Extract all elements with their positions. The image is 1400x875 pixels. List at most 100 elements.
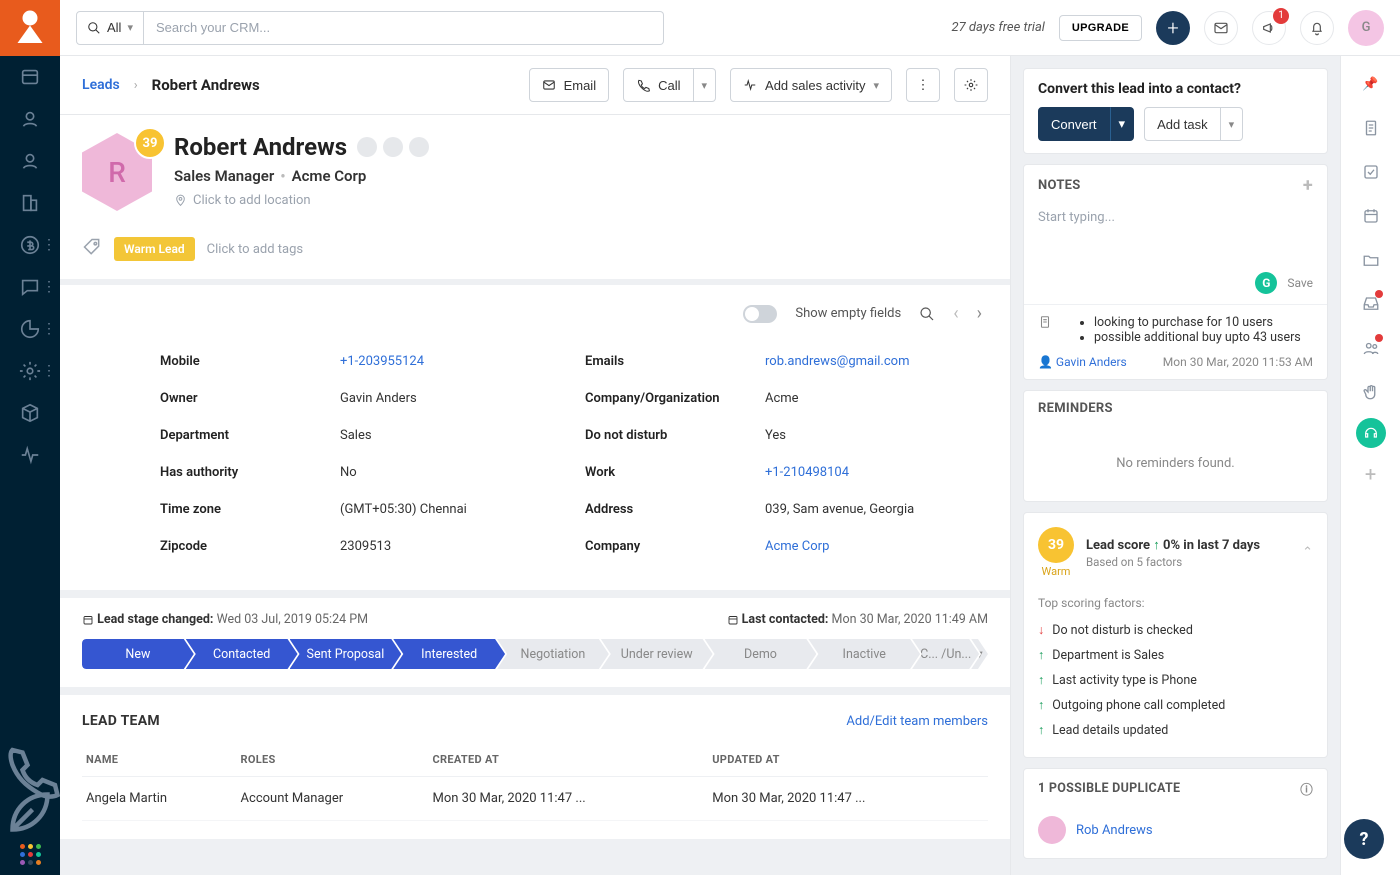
mail-icon[interactable] xyxy=(1204,11,1238,45)
bell-icon[interactable] xyxy=(1300,11,1334,45)
app-logo[interactable] xyxy=(0,0,60,56)
duplicate-name[interactable]: Rob Andrews xyxy=(1076,823,1153,838)
add-task-button[interactable]: Add task xyxy=(1144,107,1221,141)
score-factor: ↑ Lead details updated xyxy=(1038,718,1313,743)
reminders-empty: No reminders found. xyxy=(1024,426,1327,501)
add-activity-button[interactable]: Add sales activity▾ xyxy=(730,68,892,102)
upgrade-button[interactable]: UPGRADE xyxy=(1059,15,1142,41)
nav-deals-icon[interactable]: ⋮ xyxy=(0,224,60,266)
center-column: Leads › Robert Andrews Email Call▾ Add s… xyxy=(60,56,1010,875)
stage-cun[interactable]: C... /Un... xyxy=(912,639,979,669)
collapse-icon[interactable]: ⌃ xyxy=(1302,545,1313,560)
nav-leads-icon[interactable] xyxy=(0,140,60,182)
add-note-icon[interactable]: + xyxy=(1303,175,1313,196)
search-input[interactable] xyxy=(144,11,664,45)
nav-apps-icon[interactable] xyxy=(0,833,60,875)
stage-underreview[interactable]: Under review xyxy=(601,639,713,669)
duplicate-avatar xyxy=(1038,816,1066,844)
location-icon xyxy=(174,194,187,207)
duplicate-title: 1 POSSIBLE DUPLICATE xyxy=(1038,781,1180,796)
settings-button[interactable] xyxy=(954,68,988,102)
score-factor: ↑ Outgoing phone call completed xyxy=(1038,693,1313,718)
add-team-link[interactable]: Add/Edit team members xyxy=(846,714,988,729)
lead-subtitle: Sales Manager•Acme Corp xyxy=(174,167,429,185)
stage-pipeline: NewContactedSent ProposalInterestedNegot… xyxy=(82,639,988,669)
table-header: ROLES xyxy=(237,743,429,777)
convert-button[interactable]: Convert xyxy=(1038,107,1110,141)
table-header: CREATED AT xyxy=(429,743,709,777)
details-grid: Mobile+1-203955124Emailsrob.andrews@gmai… xyxy=(60,330,1010,590)
rail-team-icon[interactable] xyxy=(1353,330,1389,366)
chevron-down-icon: ▾ xyxy=(873,79,879,92)
details-card: Show empty fields ‹ › Mobile+1-203955124… xyxy=(60,285,1010,590)
rail-calendar-icon[interactable] xyxy=(1353,198,1389,234)
nav-activity-icon[interactable] xyxy=(0,434,60,476)
nav-settings-icon[interactable]: ⋮ xyxy=(0,350,60,392)
score-factors: Top scoring factors: ↓ Do not disturb is… xyxy=(1024,592,1327,757)
lead-name-heading: Robert Andrews xyxy=(174,133,429,161)
last-contact-label: Last contacted: xyxy=(742,612,829,627)
rail-headset-icon[interactable] xyxy=(1356,418,1386,448)
save-note-button[interactable]: Save xyxy=(1287,276,1313,290)
rail-task-icon[interactable] xyxy=(1353,154,1389,190)
lead-avatar: R 39 xyxy=(82,133,156,213)
announce-icon[interactable]: 1 xyxy=(1252,11,1286,45)
search-icon[interactable] xyxy=(919,306,935,322)
rail-inbox-icon[interactable] xyxy=(1353,286,1389,322)
stage-sentproposal[interactable]: Sent Proposal xyxy=(290,639,402,669)
user-avatar[interactable]: G xyxy=(1348,10,1384,46)
breadcrumb-root[interactable]: Leads xyxy=(82,77,120,93)
email-button[interactable]: Email xyxy=(529,68,610,102)
detail-row: Has authorityNo xyxy=(160,457,525,488)
convert-dropdown[interactable]: ▾ xyxy=(1110,107,1135,141)
team-table: NAMEROLESCREATED ATUPDATED AT Angela Mar… xyxy=(82,743,988,821)
activity-icon xyxy=(743,78,757,92)
search-scope-button[interactable]: All ▾ xyxy=(76,11,144,45)
score-text: Lead score ↑ 0% in last 7 daysBased on 5… xyxy=(1086,537,1260,569)
grammarly-icon[interactable]: G xyxy=(1255,272,1277,294)
nav-leaf-icon[interactable] xyxy=(0,791,60,833)
nav-accounts-icon[interactable] xyxy=(0,182,60,224)
lead-tag[interactable]: Warm Lead xyxy=(114,237,195,261)
rail-doc-icon[interactable] xyxy=(1353,110,1389,146)
show-empty-toggle[interactable] xyxy=(743,305,777,323)
prev-arrow[interactable]: ‹ xyxy=(953,303,958,324)
lead-location[interactable]: Click to add location xyxy=(174,193,429,208)
detail-row: Do not disturbYes xyxy=(585,420,950,451)
rail-folder-icon[interactable] xyxy=(1353,242,1389,278)
social-twitter-icon[interactable] xyxy=(383,137,403,157)
nav-dashboard-icon[interactable] xyxy=(0,56,60,98)
next-arrow[interactable]: › xyxy=(977,303,982,324)
nav-reports-icon[interactable]: ⋮ xyxy=(0,308,60,350)
table-header: NAME xyxy=(82,743,237,777)
table-row[interactable]: Angela MartinAccount ManagerMon 30 Mar, … xyxy=(82,777,988,821)
stage-negotiation[interactable]: Negotiation xyxy=(497,639,609,669)
nav-chat-icon[interactable]: ⋮ xyxy=(0,266,60,308)
stage-demo[interactable]: Demo xyxy=(705,639,817,669)
breadcrumb-sep: › xyxy=(134,78,138,93)
nav-contacts-icon[interactable] xyxy=(0,98,60,140)
stage-contacted[interactable]: Contacted xyxy=(186,639,298,669)
add-new-button[interactable]: + xyxy=(1156,11,1190,45)
nav-cube-icon[interactable] xyxy=(0,392,60,434)
add-task-dropdown[interactable]: ▾ xyxy=(1221,107,1244,141)
rail-add-icon[interactable]: + xyxy=(1353,456,1389,492)
social-facebook-icon[interactable] xyxy=(357,137,377,157)
tag-row: Warm Lead Click to add tags xyxy=(60,229,1010,285)
rail-hand-icon[interactable] xyxy=(1353,374,1389,410)
detail-row: Time zone(GMT+05:30) Chennai xyxy=(160,494,525,525)
social-linkedin-icon[interactable] xyxy=(409,137,429,157)
add-tags[interactable]: Click to add tags xyxy=(207,242,303,257)
detail-row: CompanyAcme Corp xyxy=(585,531,950,562)
rail-pin-icon[interactable]: 📌 xyxy=(1353,66,1389,102)
call-dropdown[interactable]: ▾ xyxy=(694,68,717,102)
factors-title: Top scoring factors: xyxy=(1038,596,1313,610)
more-button[interactable]: ⋮ xyxy=(906,68,940,102)
help-button[interactable]: ? xyxy=(1344,819,1384,859)
notes-input[interactable] xyxy=(1038,210,1313,260)
stage-inactive[interactable]: Inactive xyxy=(808,639,920,669)
call-button[interactable]: Call xyxy=(623,68,693,102)
info-icon[interactable]: ⓘ xyxy=(1300,779,1313,798)
stage-new[interactable]: New xyxy=(82,639,194,669)
stage-interested[interactable]: Interested xyxy=(393,639,505,669)
